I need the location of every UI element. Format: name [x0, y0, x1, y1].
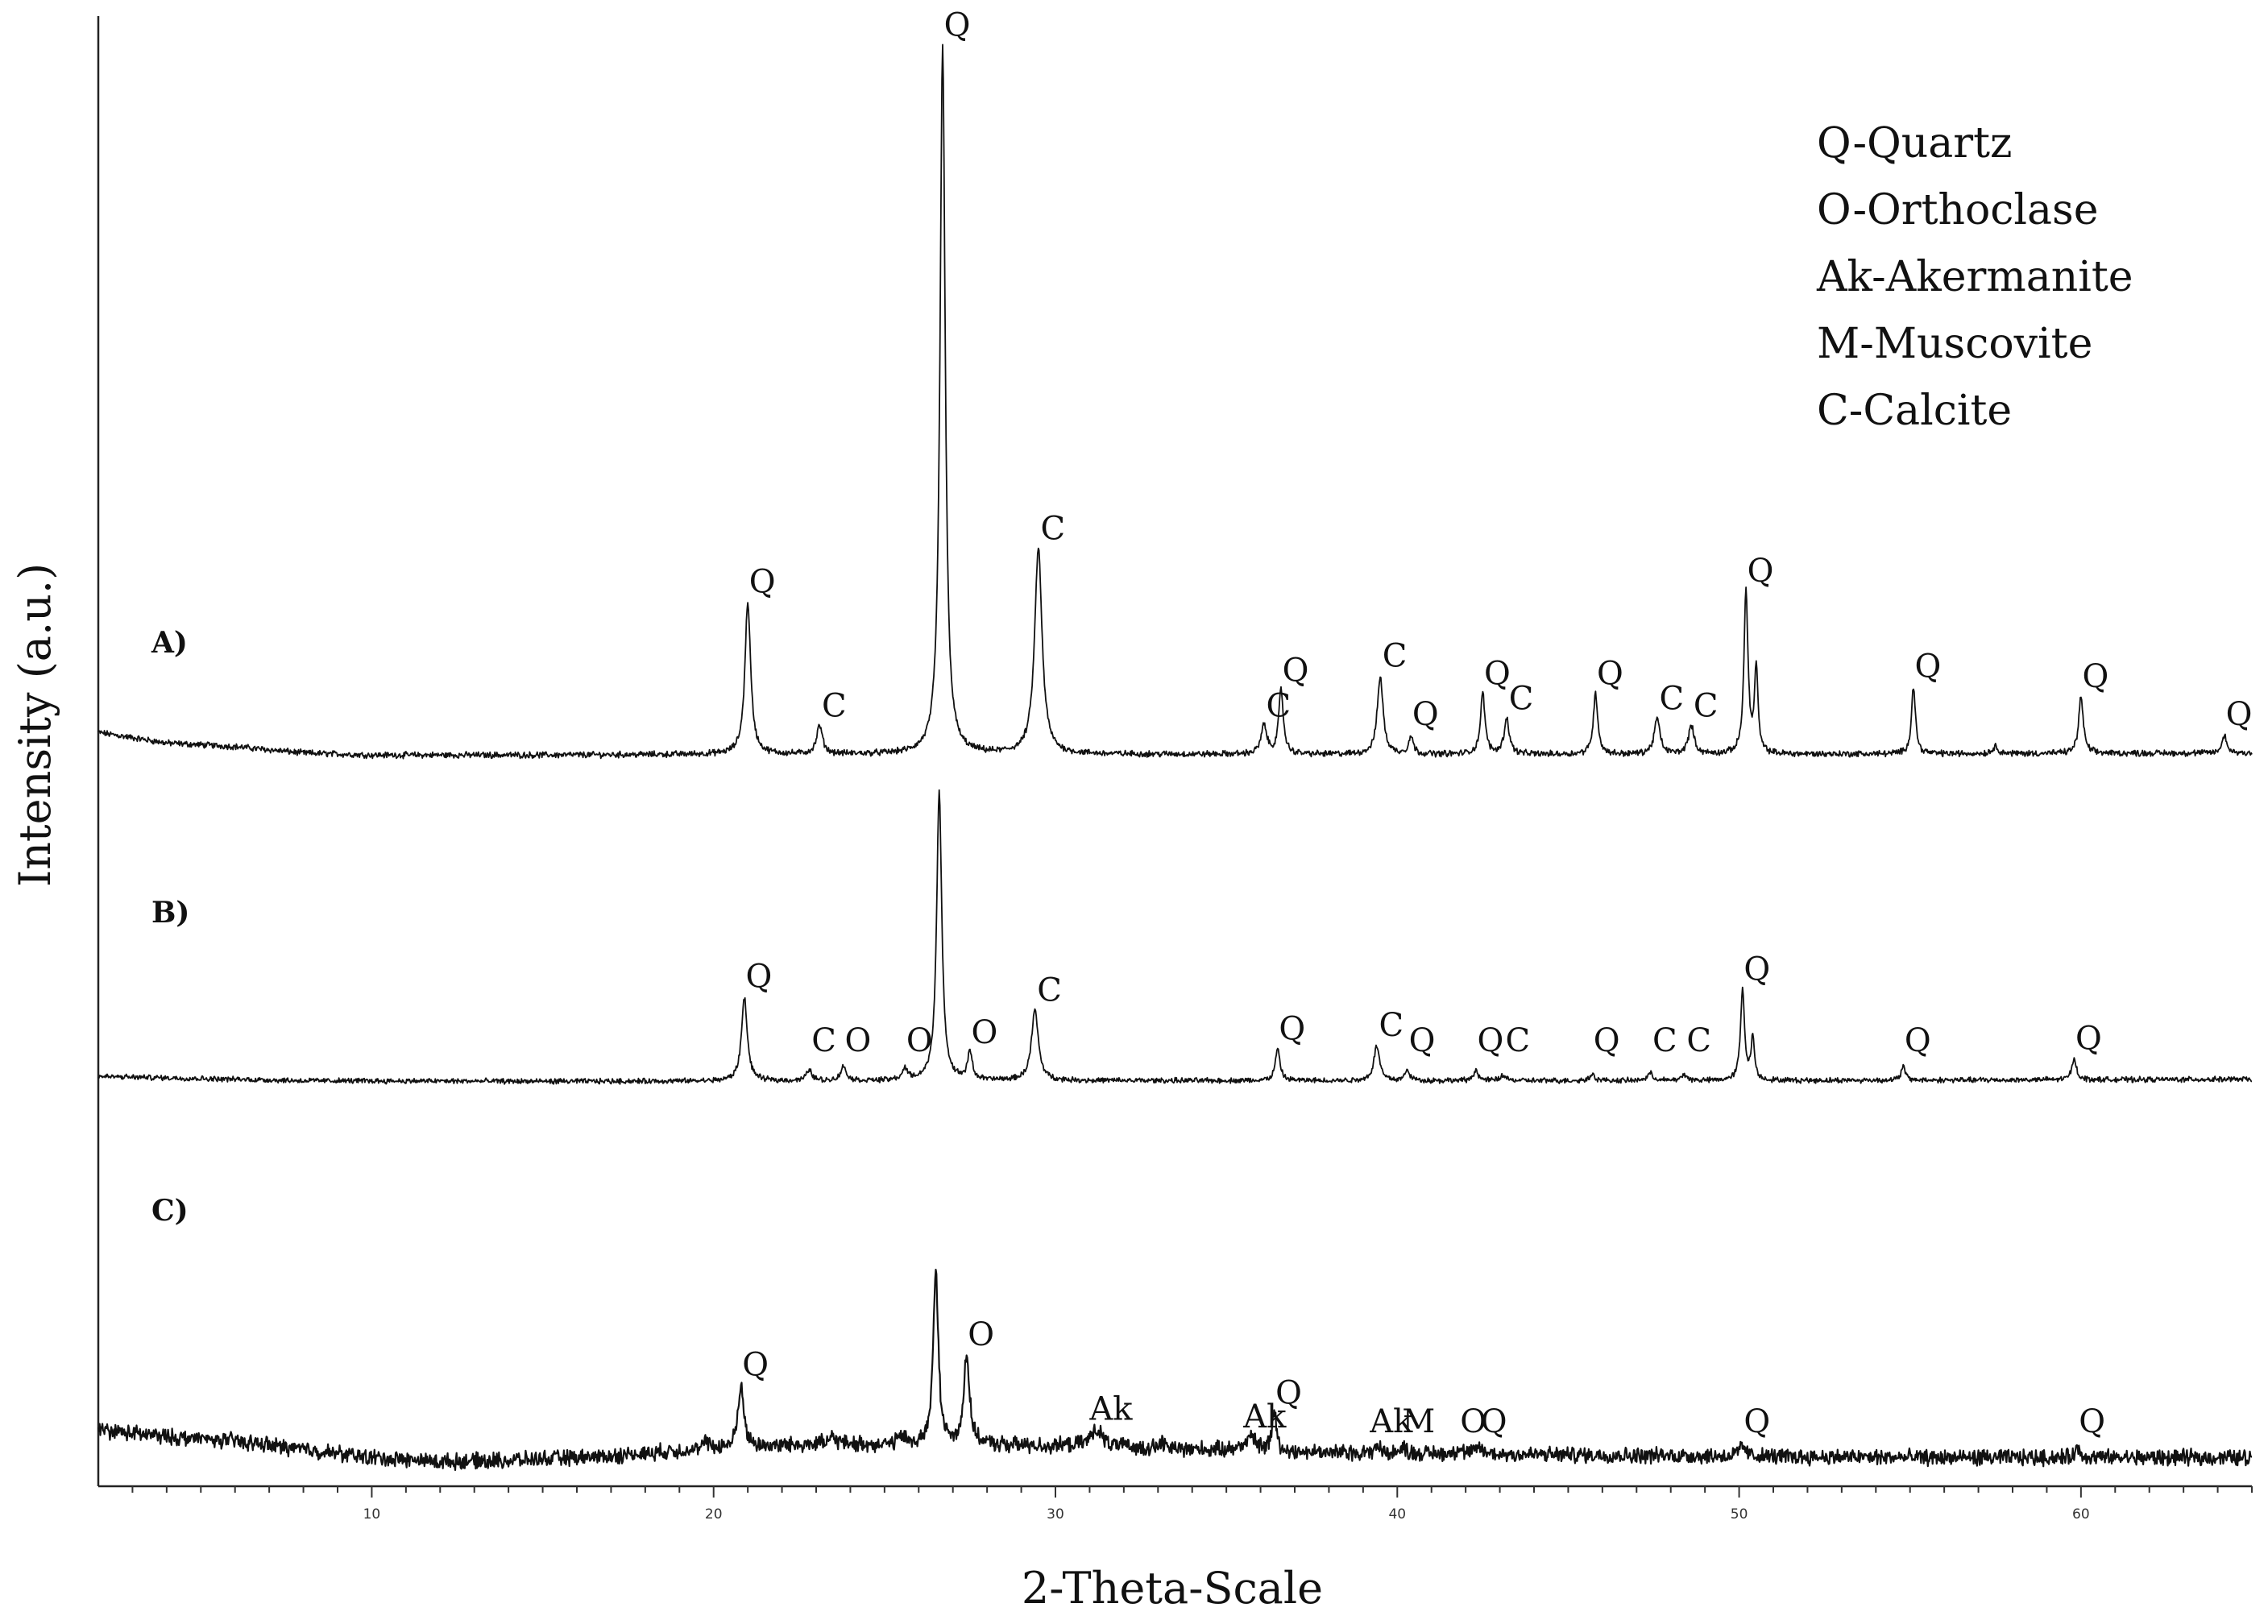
x-tick-label: 30 [1047, 1506, 1064, 1522]
peak-label: C [1383, 638, 1408, 675]
peak-label: Q [1283, 652, 1309, 689]
peak-label: Q [1275, 1375, 1302, 1412]
peak-label: Q [1743, 1403, 1770, 1440]
peak-label: Q [1597, 656, 1623, 693]
pattern-label-1: A) [151, 626, 188, 660]
peak-label: C [1379, 1007, 1404, 1044]
peak-label: C [822, 687, 847, 724]
legend-item-orthoclase: O-Orthoclase [1817, 186, 2099, 234]
peak-label: Q [742, 1347, 769, 1384]
x-axis-ticks [131, 1486, 2253, 1498]
y-axis-title: Intensity (a.u.) [10, 563, 60, 887]
peak-label: Q [1484, 656, 1511, 693]
peak-label: C [811, 1022, 836, 1059]
peak-label: Q [1905, 1022, 1931, 1059]
peak-label: Q [1481, 1403, 1507, 1440]
peak-label: Q [746, 959, 773, 996]
peak-label: Q [1748, 553, 1774, 590]
legend-item-calcite: C-Calcite [1817, 387, 2012, 435]
peak-label: C [1659, 680, 1684, 717]
peak-label: O [845, 1022, 872, 1059]
peak-label: Q [1412, 696, 1439, 733]
peak-label: Q [2079, 1403, 2105, 1440]
x-tick-label: 20 [705, 1506, 723, 1522]
x-axis-title: 2-Theta-Scale [1022, 1563, 1323, 1614]
diffraction-patterns [97, 44, 2253, 1471]
peak-label: Q [1279, 1010, 1305, 1047]
peak-label: Q [2226, 696, 2253, 733]
pattern-2-line [97, 789, 2253, 1085]
peak-label: Ak [1369, 1403, 1413, 1440]
peak-label: C [1506, 1022, 1531, 1059]
peak-label: M [1402, 1403, 1435, 1440]
peak-label: C [1037, 972, 1062, 1009]
legend-item-quartz: Q-Quartz [1817, 119, 2012, 168]
peak-label: O [968, 1316, 994, 1353]
peak-label: Q [749, 563, 776, 600]
peak-label: C [1267, 687, 1292, 724]
peak-label: O [1460, 1403, 1486, 1440]
peak-label: C [1509, 680, 1534, 717]
x-tick-label: 50 [1731, 1506, 1748, 1522]
peak-label: Q [1594, 1022, 1620, 1059]
legend: Q-Quartz O-Orthoclase Ak-Akermanite M-Mu… [1816, 119, 2133, 435]
peak-label: Ak [1242, 1398, 1287, 1436]
peak-label: Q [1915, 648, 1942, 685]
x-axis-tick-labels: 10 20 30 40 50 60 [363, 1506, 2090, 1522]
pattern-label-3: C) [151, 1194, 189, 1228]
peak-label: Q [1409, 1022, 1436, 1059]
x-tick-label: 40 [1388, 1506, 1406, 1522]
peak-label: C [1686, 1022, 1711, 1059]
peak-label: C [1694, 687, 1719, 724]
peak-label: Q [944, 6, 971, 44]
peak-label: C [1652, 1022, 1677, 1059]
peak-label: Q [1477, 1022, 1503, 1059]
pattern-labels: A) B) C) [151, 626, 189, 1228]
pattern-1-line [97, 44, 2253, 760]
peak-label: Q [1743, 951, 1770, 988]
peak-label: C [1040, 510, 1065, 547]
peak-label: O [972, 1014, 998, 1051]
peak-label: Q [2082, 658, 2108, 695]
legend-item-akermanite: Ak-Akermanite [1816, 253, 2133, 301]
peak-label: O [906, 1022, 933, 1059]
peak-label: Q [2075, 1020, 2102, 1057]
pattern-label-2: B) [151, 896, 189, 930]
peak-label: Ak [1088, 1390, 1133, 1427]
x-tick-label: 10 [363, 1506, 381, 1522]
legend-item-muscovite: M-Muscovite [1817, 320, 2092, 368]
x-tick-label: 60 [2072, 1506, 2090, 1522]
pattern-3-line [97, 1269, 2253, 1471]
